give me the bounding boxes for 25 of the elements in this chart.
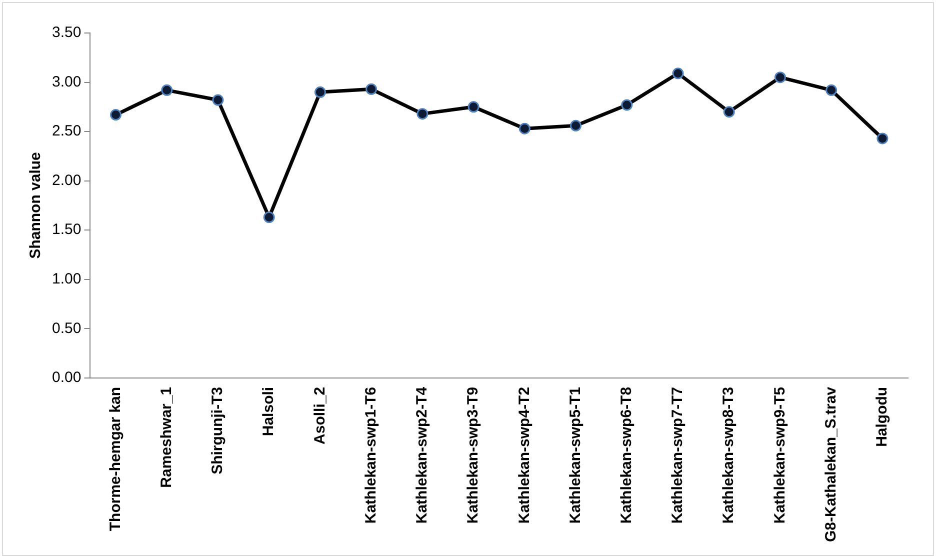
x-tick-label: Kathlekan-swp8-T3	[720, 386, 738, 524]
y-tick-label: 1.00	[52, 270, 82, 288]
x-tick-label: Kathlekan-swp4-T2	[516, 386, 533, 524]
x-tick-label: Halsoli	[260, 386, 278, 436]
y-tick-label: 2.00	[52, 172, 82, 189]
x-tick-label: G8-Kathalekan_S.trav	[822, 386, 840, 542]
x-tick-label: Kathlekan-swp1-T6	[362, 386, 380, 524]
x-tick-label: Rameshwar_1	[158, 386, 176, 488]
x-tick-label: Kathlekan-swp3-T9	[464, 386, 482, 524]
x-tick-label: Kathlekan-swp6-T8	[618, 386, 636, 524]
x-tick-label: Kathlekan-swp2-T4	[414, 386, 431, 524]
x-tick-label: Kathlekan-swp7-T7	[669, 386, 686, 524]
y-tick-label: 3.00	[52, 73, 82, 90]
y-tick-label: 0.00	[52, 369, 82, 386]
y-axis-title: Shannon value	[27, 152, 44, 259]
y-tick-label: 1.50	[52, 221, 82, 238]
x-tick-label: Kathlekan-swp5-T1	[566, 386, 584, 524]
x-tick-label: Halgodu	[874, 386, 891, 447]
y-tick-label: 0.50	[52, 320, 82, 337]
x-tick-label: Shirgunji-T3	[209, 386, 226, 474]
x-tick-label: Kathlekan-swp9-T5	[771, 386, 788, 524]
y-tick-label: 2.50	[52, 122, 82, 140]
x-tick-label: Thorme-hemgar kan	[106, 386, 124, 532]
y-tick-label: 3.50	[52, 24, 82, 42]
x-tick-label: Asolli_2	[311, 386, 328, 444]
